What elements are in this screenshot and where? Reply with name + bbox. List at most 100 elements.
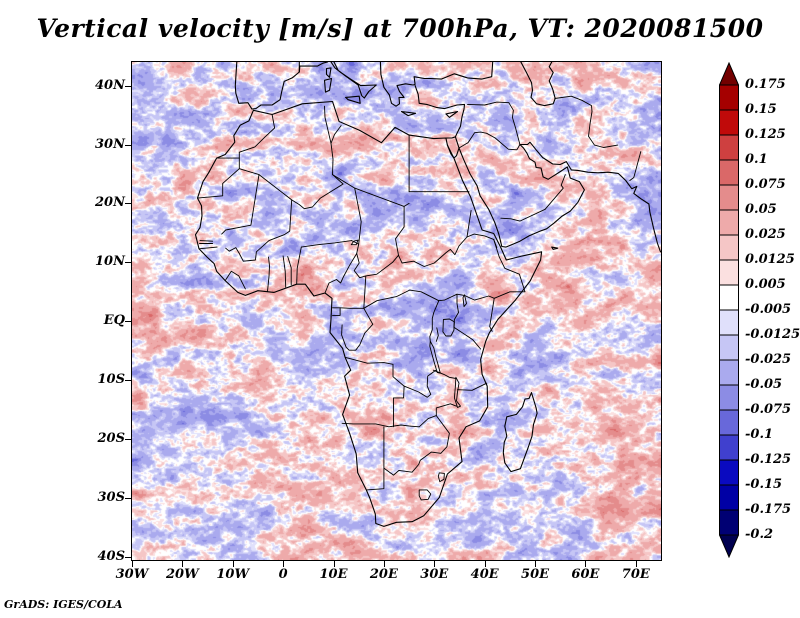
colorbar-segment xyxy=(719,134,739,161)
country-border xyxy=(221,174,260,235)
colorbar-segment xyxy=(719,109,739,136)
x-axis-label: 10W xyxy=(216,567,250,582)
colorbar-level-label: 0.125 xyxy=(745,127,786,142)
country-border xyxy=(324,243,360,294)
colorbar-segment xyxy=(719,359,739,386)
country-border xyxy=(365,426,385,491)
coastline xyxy=(445,110,459,118)
colorbar-down-arrow xyxy=(719,534,739,558)
country-border xyxy=(432,369,457,379)
x-axis-tick xyxy=(182,561,184,567)
country-border xyxy=(267,256,270,292)
country-border xyxy=(199,240,214,242)
y-axis-label: EQ xyxy=(103,313,125,329)
country-border xyxy=(344,356,405,387)
lake-outline xyxy=(429,340,441,374)
country-border xyxy=(398,236,468,267)
country-border xyxy=(363,275,367,309)
country-border xyxy=(458,131,521,151)
country-border xyxy=(466,210,472,238)
y-axis-label: 10S xyxy=(97,372,125,388)
colorbar-segment xyxy=(719,434,739,461)
colorbar-segment xyxy=(719,209,739,236)
coastline xyxy=(400,110,417,117)
country-border xyxy=(330,125,342,144)
plot-title: Vertical velocity [m/s] at 700hPa, VT: 2… xyxy=(36,14,764,43)
country-border xyxy=(500,208,546,222)
country-border xyxy=(403,369,437,398)
colorbar-level-label: -0.15 xyxy=(745,477,783,492)
colorbar-segment xyxy=(719,284,739,311)
colorbar-segment xyxy=(719,384,739,411)
coastline xyxy=(325,67,332,78)
colorbar-level-label: 0.1 xyxy=(745,152,768,167)
coastline xyxy=(445,136,456,139)
y-axis-tick xyxy=(125,321,131,323)
country-border xyxy=(393,385,405,399)
x-axis-label: 10E xyxy=(319,567,348,582)
country-border xyxy=(508,102,521,145)
colorbar-level-label: -0.1 xyxy=(745,427,774,442)
country-border xyxy=(242,199,293,262)
x-axis-label: 30W xyxy=(115,567,149,582)
country-border xyxy=(341,307,374,351)
y-axis-tick xyxy=(125,203,131,205)
colorbar-segment xyxy=(719,309,739,336)
colorbar-segment xyxy=(719,159,739,186)
colorbar-segment xyxy=(719,184,739,211)
lake-outline xyxy=(350,239,359,246)
vertical-velocity-field xyxy=(132,62,661,560)
country-border xyxy=(341,422,412,428)
lake-outline xyxy=(453,376,461,408)
y-axis-label: 40S xyxy=(97,549,125,565)
country-border xyxy=(332,174,410,207)
y-axis-tick xyxy=(125,439,131,441)
africa-coastline xyxy=(194,100,543,527)
country-border xyxy=(198,246,218,250)
colorbar-level-label: -0.075 xyxy=(745,402,792,417)
country-border xyxy=(457,382,488,391)
lake-outline xyxy=(442,318,455,337)
x-axis-label: 40E xyxy=(470,567,499,582)
colorbar-level-label: 0.075 xyxy=(745,177,786,192)
y-axis-tick xyxy=(125,557,131,559)
country-border xyxy=(332,307,341,316)
x-axis-label: 0 xyxy=(278,567,288,582)
colorbar-level-label: -0.005 xyxy=(745,302,792,317)
x-axis-tick xyxy=(484,561,486,567)
country-border xyxy=(435,415,450,454)
country-border xyxy=(238,168,344,210)
x-axis-label: 20E xyxy=(369,567,398,582)
coastline xyxy=(379,62,494,107)
lake-outline xyxy=(462,294,467,308)
coastline xyxy=(345,95,361,104)
colorbar-level-label: 0.0125 xyxy=(745,252,795,267)
y-axis-label: 10N xyxy=(95,254,125,270)
x-axis-tick xyxy=(283,561,285,567)
y-axis-label: 30S xyxy=(97,490,125,506)
coastline xyxy=(519,141,661,253)
coastline-borders-overlay xyxy=(194,62,661,527)
x-axis-tick xyxy=(232,561,234,567)
colorbar-segment xyxy=(719,409,739,436)
country-border xyxy=(383,451,442,476)
coastline xyxy=(502,392,538,473)
colorbar-level-label: 0.175 xyxy=(745,77,786,92)
country-border xyxy=(216,114,276,159)
y-axis-label: 20S xyxy=(97,431,125,447)
country-border xyxy=(489,297,495,332)
colorbar: 0.175 0.15 0.125 0.1 0.075 0.05 0.025 0.0125 0.0… xyxy=(719,62,800,558)
country-border xyxy=(438,238,526,302)
country-border xyxy=(410,415,437,428)
coastline xyxy=(323,77,333,93)
country-border xyxy=(395,205,405,256)
colorbar-level-label: -0.175 xyxy=(745,502,792,517)
y-axis-tick xyxy=(125,85,131,87)
x-axis-label: 30E xyxy=(420,567,449,582)
country-border xyxy=(287,256,292,286)
country-border xyxy=(225,247,244,262)
country-border xyxy=(466,233,498,249)
y-axis-tick xyxy=(125,144,131,146)
x-axis-tick xyxy=(132,561,133,567)
